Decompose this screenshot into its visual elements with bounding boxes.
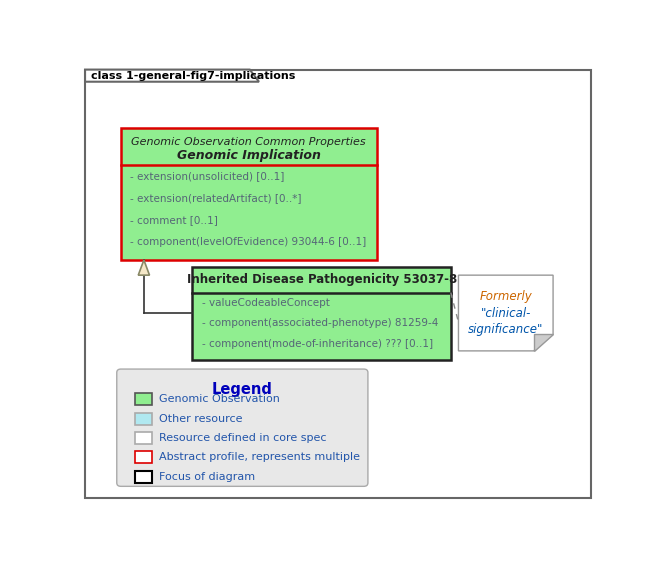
Bar (135, 470, 152, 483)
Polygon shape (138, 260, 150, 275)
Text: - valueCodeableConcept: - valueCodeableConcept (202, 298, 329, 308)
Text: Resource defined in core spec: Resource defined in core spec (159, 433, 327, 443)
Text: - extension(relatedArtifact) [0..*]: - extension(relatedArtifact) [0..*] (130, 193, 302, 203)
Text: Genomic Implication: Genomic Implication (177, 148, 321, 161)
Bar (135, 451, 152, 463)
Text: Focus of diagram: Focus of diagram (159, 472, 255, 482)
Text: class 1-general-fig7-implications: class 1-general-fig7-implications (91, 71, 296, 81)
Text: - extension(unsolicited) [0..1]: - extension(unsolicited) [0..1] (130, 171, 284, 180)
Text: - component(levelOfEvidence) 93044-6 [0..1]: - component(levelOfEvidence) 93044-6 [0.… (130, 237, 366, 247)
Text: Genomic Observation: Genomic Observation (159, 395, 280, 404)
Bar (193, 266, 451, 360)
Text: "clinical-: "clinical- (480, 306, 531, 320)
Polygon shape (534, 334, 553, 351)
Text: Legend: Legend (212, 382, 273, 397)
Text: - component(mode-of-inheritance) ??? [0..1]: - component(mode-of-inheritance) ??? [0.… (202, 338, 433, 348)
Text: - comment [0..1]: - comment [0..1] (130, 215, 218, 225)
Polygon shape (85, 70, 259, 81)
Text: significance": significance" (468, 323, 543, 336)
Text: Abstract profile, represents multiple: Abstract profile, represents multiple (159, 452, 360, 463)
Text: Other resource: Other resource (159, 414, 243, 424)
Bar (121, 128, 377, 260)
Polygon shape (459, 275, 553, 351)
Bar (135, 432, 152, 444)
Text: - component(associated-phenotype) 81259-4: - component(associated-phenotype) 81259-… (202, 318, 438, 328)
Text: Genomic Observation Common Properties: Genomic Observation Common Properties (131, 137, 366, 147)
Bar (135, 413, 152, 425)
Bar (135, 393, 152, 405)
Text: Formerly: Formerly (479, 290, 532, 303)
FancyBboxPatch shape (117, 369, 368, 486)
Text: Inherited Disease Pathogenicity 53037-8: Inherited Disease Pathogenicity 53037-8 (187, 273, 457, 286)
